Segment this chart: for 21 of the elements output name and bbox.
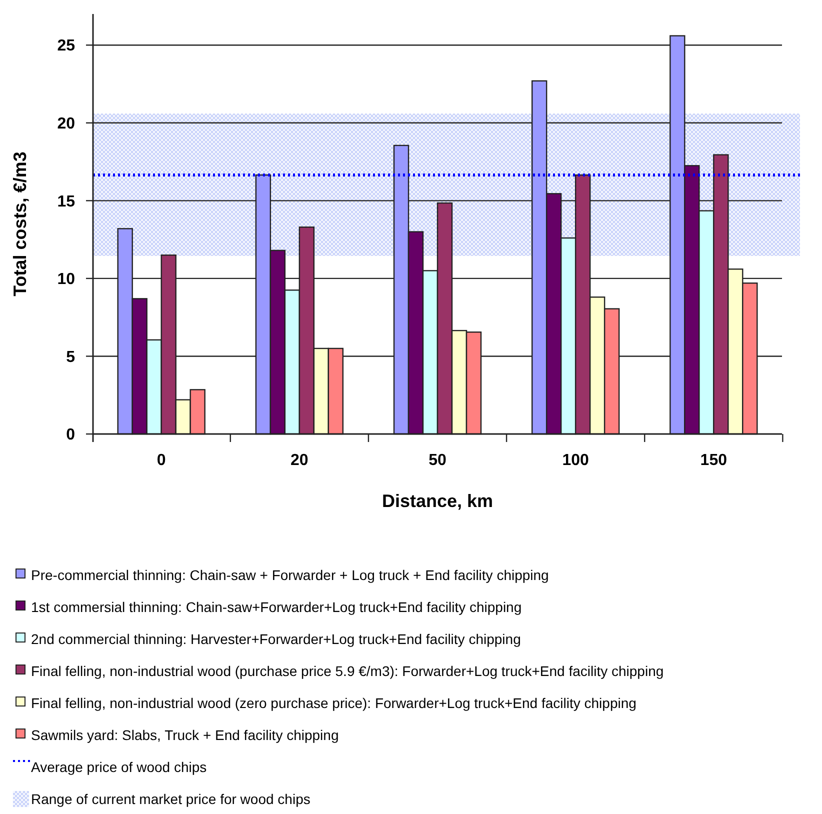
y-axis-title: Total costs, €/m3 bbox=[10, 152, 30, 296]
legend-label: Pre-commercial thinning: Chain-saw + Forwarder + Log truck + End facility chipping bbox=[31, 566, 549, 583]
y-tick-label: 20 bbox=[57, 115, 76, 132]
legend-label: Average price of wood chips bbox=[31, 758, 207, 775]
legend-label: 1st commersial thinning: Chain-saw+Forwarder+Log truck+End facility chipping bbox=[31, 598, 522, 615]
x-tick-label: 150 bbox=[700, 452, 728, 469]
legend-label: Range of current market price for wood chips bbox=[31, 790, 310, 807]
x-tick-label: 100 bbox=[562, 452, 590, 469]
x-tick-label: 20 bbox=[290, 452, 308, 469]
x-tick-label: 0 bbox=[156, 452, 166, 469]
y-tick-label: 25 bbox=[57, 38, 76, 55]
legend-label: Final felling, non-industrial wood (purchase price 5.9 €/m3): Forwarder+Log truck+End facility chipping bbox=[31, 662, 664, 679]
y-tick-label: 5 bbox=[66, 348, 76, 366]
y-tick-label: 10 bbox=[57, 271, 76, 288]
x-axis-title: Distance, km bbox=[382, 491, 494, 511]
x-tick-label: 50 bbox=[428, 452, 446, 469]
y-tick-label: 15 bbox=[57, 193, 76, 210]
legend-label: Final felling, non-industrial wood (zero purchase price): Forwarder+Log truck+End facility chipping bbox=[31, 694, 636, 711]
y-tick-label: 0 bbox=[66, 426, 76, 444]
legend-label: Sawmils yard: Slabs, Truck + End facility chipping bbox=[31, 726, 339, 743]
legend-label: 2nd commercial thinning: Harvester+Forwarder+Log truck+End facility chipping bbox=[31, 630, 521, 647]
